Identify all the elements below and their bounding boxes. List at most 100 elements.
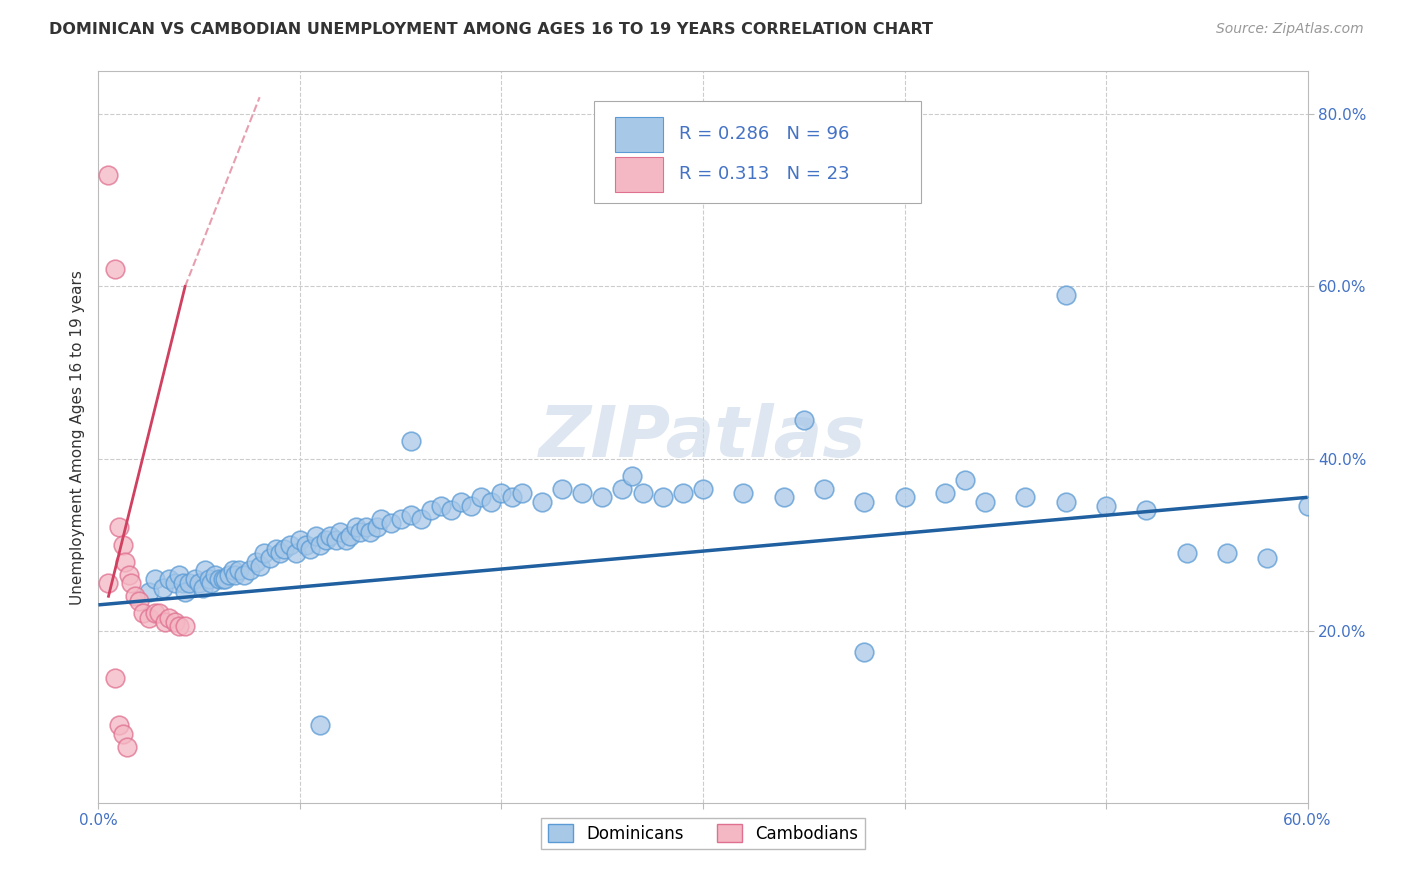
Point <box>138 585 160 599</box>
Point <box>366 520 388 534</box>
Point <box>1256 550 1278 565</box>
Point <box>1095 499 1118 513</box>
Point <box>309 718 332 732</box>
Point <box>631 486 654 500</box>
Point <box>103 671 125 685</box>
Point <box>97 168 120 182</box>
Point <box>621 468 644 483</box>
Point <box>179 576 201 591</box>
Point <box>174 619 197 633</box>
Point <box>212 572 235 586</box>
Point <box>152 581 174 595</box>
Bar <box>614 117 664 152</box>
Point <box>551 482 574 496</box>
Point <box>501 491 523 505</box>
Point <box>1216 546 1239 560</box>
Point <box>115 739 138 754</box>
Point <box>218 567 240 582</box>
Point <box>111 538 134 552</box>
Legend: Dominicans, Cambodians: Dominicans, Cambodians <box>541 818 865 849</box>
Point <box>214 572 236 586</box>
Point <box>143 607 166 621</box>
Point <box>157 611 180 625</box>
Point <box>399 434 422 449</box>
Point <box>325 533 347 548</box>
Point <box>188 576 211 591</box>
Point <box>167 567 190 582</box>
Point <box>934 486 956 500</box>
Point <box>259 550 281 565</box>
Point <box>204 567 226 582</box>
Point <box>200 576 222 591</box>
Y-axis label: Unemployment Among Ages 16 to 19 years: Unemployment Among Ages 16 to 19 years <box>69 269 84 605</box>
Point <box>510 486 533 500</box>
Point <box>356 520 378 534</box>
Point <box>1014 491 1036 505</box>
Point <box>339 529 361 543</box>
Point <box>232 567 254 582</box>
Point <box>273 541 295 556</box>
Point <box>249 559 271 574</box>
Point <box>107 520 129 534</box>
Point <box>269 546 291 560</box>
Point <box>118 567 141 582</box>
Point <box>733 486 755 500</box>
Point <box>315 533 337 548</box>
Point <box>1054 288 1077 302</box>
Point <box>893 491 915 505</box>
Point <box>1296 499 1319 513</box>
Point <box>111 727 134 741</box>
Text: Source: ZipAtlas.com: Source: ZipAtlas.com <box>1216 22 1364 37</box>
Point <box>224 567 246 582</box>
Point <box>97 576 120 591</box>
Text: R = 0.313   N = 23: R = 0.313 N = 23 <box>679 166 849 184</box>
Point <box>143 572 166 586</box>
Point <box>420 503 443 517</box>
Point <box>245 555 267 569</box>
Text: R = 0.286   N = 96: R = 0.286 N = 96 <box>679 125 849 144</box>
Point <box>148 607 170 621</box>
Point <box>530 494 553 508</box>
Point <box>138 611 160 625</box>
Point <box>793 413 815 427</box>
Point <box>974 494 997 508</box>
Point <box>335 533 357 548</box>
Point <box>239 564 262 578</box>
Point <box>319 529 342 543</box>
Point <box>853 645 876 659</box>
Point <box>309 538 332 552</box>
Point <box>470 491 492 505</box>
Point <box>172 576 194 591</box>
Point <box>344 520 367 534</box>
Point <box>124 589 146 603</box>
FancyBboxPatch shape <box>595 101 921 203</box>
Point <box>163 615 186 629</box>
Point <box>299 541 322 556</box>
Point <box>853 494 876 508</box>
Point <box>389 512 412 526</box>
Point <box>672 486 695 500</box>
Point <box>103 262 125 277</box>
Point <box>132 607 155 621</box>
Point <box>612 482 634 496</box>
Point <box>651 491 673 505</box>
Point <box>360 524 382 539</box>
Point <box>349 524 371 539</box>
Point <box>184 572 207 586</box>
Point <box>278 538 301 552</box>
Point <box>329 524 352 539</box>
Point <box>1054 494 1077 508</box>
Point <box>253 546 276 560</box>
Point <box>440 503 463 517</box>
Point <box>288 533 311 548</box>
Point <box>370 512 392 526</box>
Point <box>399 508 422 522</box>
Point <box>772 491 794 505</box>
Point <box>174 585 197 599</box>
Bar <box>614 157 664 192</box>
Point <box>264 541 287 556</box>
Point <box>1316 520 1339 534</box>
Point <box>295 538 318 552</box>
Point <box>193 581 215 595</box>
Point <box>813 482 835 496</box>
